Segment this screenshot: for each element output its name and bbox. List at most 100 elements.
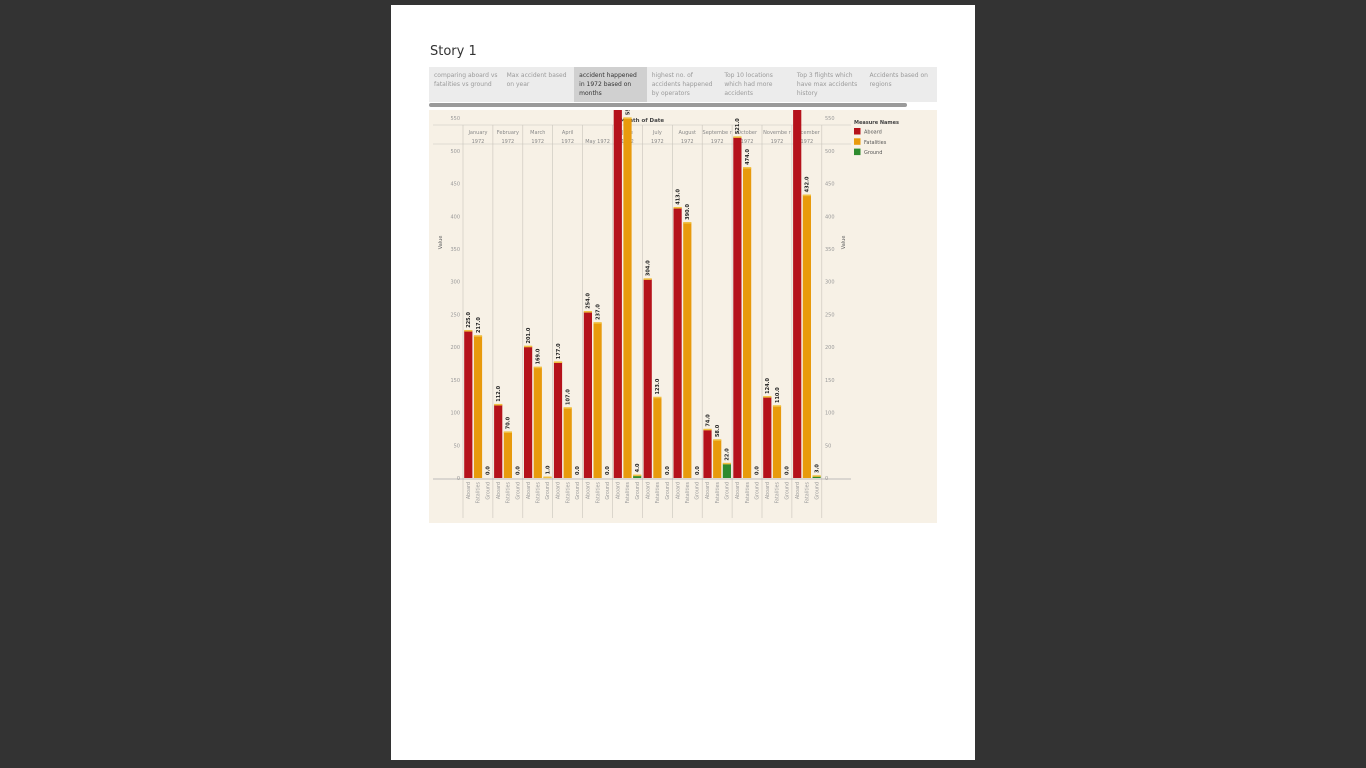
x-measure-label: Fatalities <box>685 482 691 504</box>
x-measure-label: Ground <box>485 482 491 500</box>
y-tick-label: 400 <box>450 214 460 220</box>
month-header-year: 1972 <box>681 139 694 145</box>
month-header: April <box>562 130 573 136</box>
story-tab-1[interactable]: comparing aboard vs fatalities vs ground <box>434 72 498 88</box>
month-header-year: 1972 <box>531 139 544 145</box>
navigator-scrollbar[interactable] <box>429 103 907 107</box>
bar-fatalities <box>772 406 782 478</box>
month-header-year: 1972 <box>651 139 664 145</box>
bar-cap-aboard <box>673 206 682 209</box>
bar-chart: Month of Date January 1972 February 1972 Marc… <box>433 110 899 518</box>
x-measure-label: Aboard <box>526 482 532 499</box>
month-header-year: 1972 <box>501 139 514 145</box>
y-tick-label-right: 150 <box>825 378 835 384</box>
bar-aboard <box>793 110 802 479</box>
y-tick-label-right: 450 <box>825 182 835 188</box>
month-header-year: 1972 <box>771 139 784 145</box>
bar-cap-aboard <box>763 396 772 398</box>
month-header: December <box>794 130 821 136</box>
story-title: Story 1 <box>430 44 477 59</box>
x-measure-label: Fatalities <box>775 482 781 504</box>
month-header-year: 1972 <box>472 139 485 145</box>
y-tick-label: 150 <box>450 378 460 384</box>
story-tab-2[interactable]: Max accident based on year <box>506 72 567 88</box>
bar-cap-fatalities <box>743 167 752 169</box>
bar-cap-fatalities <box>653 396 662 399</box>
data-label-ground: 0.0 <box>755 466 761 475</box>
story-navigator: comparing aboard vs fatalities vs ground… <box>429 67 937 102</box>
story-tab-7[interactable]: Accidents based on regions <box>869 72 928 88</box>
y-axis-title-right: Value <box>841 236 847 250</box>
legend-swatch-ground <box>854 148 861 156</box>
bar-aboard <box>524 346 533 478</box>
bar-aboard <box>643 279 652 478</box>
data-label-aboard: 74.0 <box>705 414 711 427</box>
month-header: July <box>652 130 662 136</box>
data-label-fatalities: 169.0 <box>536 348 542 364</box>
legend-swatch-fatalities <box>854 138 861 145</box>
data-label-ground: 0.0 <box>515 466 521 475</box>
y-tick-label-right: 200 <box>825 345 835 351</box>
x-measure-label: Ground <box>515 482 521 500</box>
y-tick-label-right: 500 <box>825 149 835 155</box>
bar-cap-fatalities <box>563 407 572 409</box>
bar-fatalities <box>623 118 632 478</box>
bar-cap-aboard <box>643 278 652 280</box>
bar-fatalities <box>593 322 602 478</box>
bar-aboard <box>703 429 712 478</box>
legend-label-aboard: Aboard <box>864 130 882 136</box>
y-tick-label-right: 550 <box>825 116 835 122</box>
chart-title: Month of Date <box>620 118 665 124</box>
y-tick-label: 300 <box>450 280 460 286</box>
bar-cap-fatalities <box>713 439 722 441</box>
y-tick-label: 200 <box>450 345 460 351</box>
bar-ground <box>633 475 642 478</box>
bar-cap-fatalities <box>802 194 811 197</box>
x-measure-label: Aboard <box>645 482 651 499</box>
month-header-year: 1972 <box>800 139 813 145</box>
y-tick-label: 500 <box>450 149 460 155</box>
data-label-fatalities: 550.0 <box>625 110 631 115</box>
data-label-fatalities: 107.0 <box>566 389 572 405</box>
data-label-ground: 1.0 <box>545 465 551 474</box>
x-measure-label: Ground <box>575 482 581 500</box>
data-label-aboard: 413.0 <box>675 188 681 204</box>
x-measure-label: Aboard <box>705 482 711 499</box>
data-label-aboard: 112.0 <box>496 385 502 401</box>
data-label-fatalities: 432.0 <box>805 176 811 192</box>
x-measure-label: Ground <box>635 482 641 500</box>
data-label-ground: 4.0 <box>635 463 641 472</box>
data-label-aboard: 177.0 <box>556 343 562 359</box>
x-measure-label: Ground <box>665 482 671 500</box>
x-measure-label: Ground <box>784 482 790 500</box>
bar-cap-aboard <box>553 361 563 363</box>
bar-aboard <box>553 362 563 478</box>
x-measure-label: Aboard <box>586 482 592 499</box>
y-tick-label-right: 0 <box>825 476 828 482</box>
story-tab-6[interactable]: Top 3 flights which have max accidents h… <box>796 72 858 97</box>
x-measure-label: Aboard <box>496 482 502 499</box>
month-header-year: 1972 <box>561 139 574 145</box>
data-label-ground: 0.0 <box>695 466 701 475</box>
data-label-fatalities: 110.0 <box>775 387 781 403</box>
y-tick-label: 100 <box>450 411 460 417</box>
data-label-aboard: 521.0 <box>735 118 741 134</box>
bar-cap-aboard <box>583 311 592 313</box>
month-header: May 1972 <box>585 139 610 145</box>
bar-cap-ground <box>543 476 552 479</box>
bar-cap-fatalities <box>623 117 632 119</box>
data-label-ground: 0.0 <box>665 466 671 475</box>
x-measure-label: Fatalities <box>625 482 631 504</box>
y-tick-label-right: 50 <box>825 443 831 449</box>
story-tab-4[interactable]: highest no. of accidents happened by ope… <box>651 72 713 97</box>
legend-swatch-aboard <box>854 128 861 135</box>
bar-cap-fatalities <box>683 222 692 224</box>
data-label-ground: 3.0 <box>814 464 820 473</box>
legend-label-ground: Ground <box>864 150 882 156</box>
data-label-fatalities: 123.0 <box>655 378 661 394</box>
data-label-fatalities: 237.0 <box>595 304 601 320</box>
story-tab-5[interactable]: Top 10 locations which had more accident… <box>724 72 773 97</box>
x-measure-label: Fatalities <box>476 482 482 504</box>
story-tab-3[interactable]: accident happened in 1972 based on month… <box>574 67 647 102</box>
x-measure-label: Fatalities <box>715 482 721 504</box>
